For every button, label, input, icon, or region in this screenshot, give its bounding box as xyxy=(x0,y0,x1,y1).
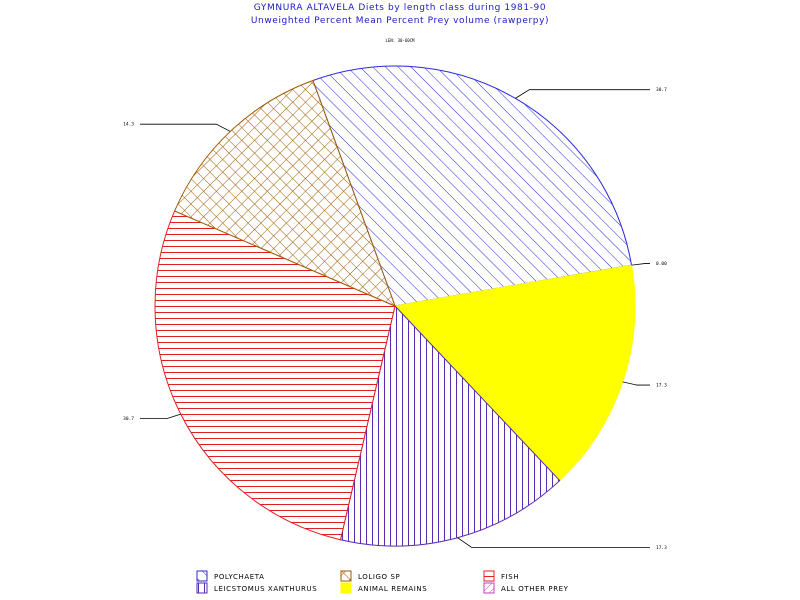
legend-swatch-all-other-prey xyxy=(483,582,495,594)
leader-line-polychaeta xyxy=(515,89,650,99)
slice-label-all-other-prey: 0.00 xyxy=(656,261,667,267)
legend-swatch-loligo-sp xyxy=(340,570,352,582)
chart-subtitle: Unweighted Percent Mean Percent Prey vol… xyxy=(250,16,550,26)
length-class-note: LEN: 30-60CM xyxy=(385,38,415,43)
legend-swatch-leicstomus-xanthurus xyxy=(196,582,208,594)
legend-swatch-animal-remains xyxy=(340,582,352,594)
legend-label-loligo-sp: LOLIGO SP xyxy=(358,573,400,581)
pie-slice-fish xyxy=(154,210,396,541)
slice-label-fish: 30.7 xyxy=(123,416,134,422)
slice-label-polychaeta: 30.7 xyxy=(656,87,667,93)
slice-label-animal-remains: 17.3 xyxy=(656,383,667,389)
pie-slice-leicstomus-xanthurus xyxy=(339,304,561,547)
legend-swatch-fish xyxy=(483,570,495,582)
legend-swatch-polychaeta xyxy=(196,570,208,582)
leader-line-all-other-prey xyxy=(631,263,650,266)
leader-line-fish xyxy=(140,413,181,420)
legend-label-leicstomus-xanthurus: LEICSTOMUS XANTHURUS xyxy=(214,585,317,593)
leader-line-animal-remains xyxy=(622,381,650,386)
chart-title: GYMNURA ALTAVELA Diets by length class d… xyxy=(253,3,547,13)
slice-label-loligo-sp: 14.3 xyxy=(123,122,134,128)
legend-label-animal-remains: ANIMAL REMAINS xyxy=(358,585,427,593)
leader-line-leicstomus-xanthurus xyxy=(457,537,650,548)
legend-label-fish: FISH xyxy=(501,573,519,581)
legend-label-polychaeta: POLYCHAETA xyxy=(214,573,264,581)
slice-label-leicstomus-xanthurus: 17.3 xyxy=(656,545,667,551)
leader-line-loligo-sp xyxy=(140,123,231,132)
legend-label-all-other-prey: ALL OTHER PREY xyxy=(501,585,569,593)
pie-slice-polychaeta xyxy=(312,65,633,307)
pie-slice-animal-remains xyxy=(393,264,636,482)
